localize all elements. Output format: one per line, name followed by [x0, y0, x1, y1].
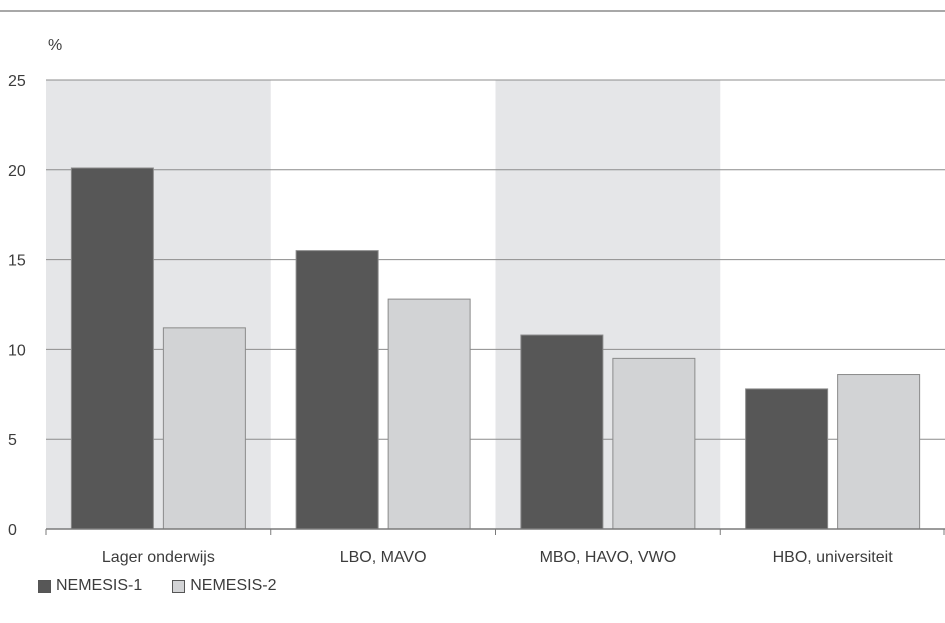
x-tick-labels: Lager onderwijs LBO, MAVO MBO, HAVO, VWO HB…	[102, 549, 893, 566]
legend-item-nemesis-1: NEMESIS-1	[38, 577, 142, 595]
x-tick-label-lbo-mavo: LBO, MAVO	[340, 549, 427, 566]
x-tick-label-hbo-universiteit: HBO, universiteit	[773, 549, 894, 566]
bars	[70, 167, 921, 530]
legend: NEMESIS-1 NEMESIS-2	[38, 577, 307, 595]
category-bands	[46, 80, 721, 529]
legend-label-nemesis-2: NEMESIS-2	[190, 577, 277, 594]
bar-nemesis-1-lager-onderwijs	[70, 167, 154, 530]
bar-nemesis-1-hbo-universiteit	[745, 388, 829, 530]
y-tick-label-25: 25	[8, 73, 26, 90]
bar-nemesis-2-hbo-universiteit	[837, 374, 921, 530]
bar-nemesis-2-lbo-mavo	[387, 298, 471, 530]
legend-swatch-nemesis-2	[172, 579, 186, 593]
bar-chart: % 0 5 10 15 20 25 Lager onderwijs LBO, MAVO MBO…	[0, 10, 945, 566]
x-tick-label-lager-onderwijs: Lager onderwijs	[102, 549, 215, 566]
legend-label-nemesis-1: NEMESIS-1	[56, 577, 143, 594]
y-tick-label-15: 15	[8, 253, 26, 270]
y-tick-label-5: 5	[8, 432, 17, 449]
bar-nemesis-1-lbo-mavo	[295, 250, 379, 530]
y-tick-label-0: 0	[8, 522, 17, 539]
bar-nemesis-2-lager-onderwijs	[162, 327, 246, 530]
bar-nemesis-2-mbo-havo-vwo	[612, 357, 696, 530]
y-axis-label: %	[48, 37, 62, 54]
bar-nemesis-1-mbo-havo-vwo	[520, 334, 604, 530]
x-tick-label-mbo-havo-vwo: MBO, HAVO, VWO	[540, 549, 677, 566]
y-tick-labels: 0 5 10 15 20 25	[8, 73, 26, 539]
legend-swatch-nemesis-1	[38, 579, 51, 593]
gridlines	[46, 79, 945, 440]
y-tick-label-10: 10	[8, 342, 26, 359]
legend-item-nemesis-2: NEMESIS-2	[172, 577, 277, 595]
y-tick-label-20: 20	[8, 163, 26, 180]
x-axis	[45, 528, 945, 535]
